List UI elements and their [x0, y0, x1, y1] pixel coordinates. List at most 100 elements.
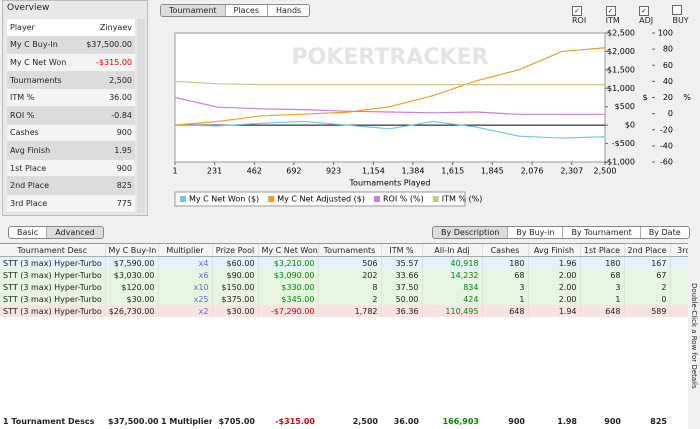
column-header[interactable]: Tournaments — [318, 244, 382, 257]
tab[interactable]: Advanced — [47, 227, 103, 238]
table-row[interactable]: STT (3 max) Hyper-Turbo $7,590.00 x4 $60.00… — [0, 256, 688, 269]
x-tick-label: 231 — [207, 167, 222, 176]
cell — [670, 256, 688, 269]
column-header[interactable]: Cashes — [482, 244, 529, 257]
cell: 110,495 — [422, 305, 483, 317]
y2-tick-label: 20 — [663, 93, 673, 102]
x-tick-label: 2,076 — [521, 167, 544, 176]
footer-cell: 1.98 — [557, 416, 577, 426]
y-tick-label: $1,500 — [607, 65, 635, 74]
column-header[interactable]: Prize Pool — [212, 244, 259, 257]
cell: 180 — [482, 256, 529, 269]
cell: 167 — [624, 256, 671, 269]
check-box[interactable]: ✓ — [572, 6, 582, 16]
check-box[interactable]: ✓ — [639, 6, 650, 16]
cell: 1.96 — [528, 256, 581, 269]
tab[interactable]: Places — [226, 5, 268, 16]
cell — [670, 293, 688, 305]
column-header[interactable]: My C Net Won — [258, 244, 319, 257]
row-value: 775 — [116, 198, 132, 208]
checkbox[interactable]: ✓ROI — [572, 5, 598, 25]
tab[interactable]: Basic — [9, 227, 48, 238]
overview-row: My C Buy-In $37,500.00 — [7, 36, 135, 55]
cell — [670, 305, 688, 317]
plot-area — [174, 32, 606, 163]
column-header[interactable]: Tournament Desc — [0, 244, 106, 257]
column-header[interactable]: 3rd P — [670, 244, 688, 257]
overview-row: Player Zinyaev — [7, 19, 135, 37]
x-tick-label: 1,384 — [402, 167, 425, 176]
overview-row: Tournaments 2,500 — [7, 71, 135, 90]
cell: 589 — [624, 305, 671, 317]
column-header[interactable]: All-In Adj — [422, 244, 483, 257]
checkbox[interactable]: ✓ADJ — [639, 5, 664, 25]
column-header[interactable]: My C Buy-In — [105, 244, 159, 257]
checkbox-label: BUY — [672, 16, 689, 25]
y2-tick-label: 80 — [663, 45, 673, 54]
table-row[interactable]: STT (3 max) Hyper-Turbo $120.00 x10 $150.00… — [0, 281, 688, 293]
cell: 2.00 — [528, 281, 581, 293]
column-header[interactable]: 1st Place — [580, 244, 625, 257]
column-header[interactable]: ITM % — [381, 244, 423, 257]
check-box[interactable] — [672, 5, 683, 15]
row-label: My C Buy-In — [10, 40, 58, 50]
row-label: ITM % — [10, 93, 35, 103]
cell: 50.00 — [381, 293, 423, 305]
cell: STT (3 max) Hyper-Turbo — [0, 256, 106, 269]
y2-tick-label: -40 — [660, 141, 673, 150]
tab[interactable]: By Tournament — [563, 227, 641, 238]
tab[interactable]: By Description — [433, 227, 509, 238]
footer-table: 1 Tournament Descs $37,500.00 1 Multiplier… — [0, 414, 700, 428]
overview-row: ITM % 36.00 — [7, 89, 135, 107]
overview-row: Avg Finish 1.95 — [7, 142, 135, 160]
tab[interactable]: By Buy-in — [508, 227, 564, 238]
cell: 834 — [422, 281, 483, 293]
table-row[interactable]: STT (3 max) Hyper-Turbo $30.00 x25 $375.00 $… — [0, 293, 688, 305]
cell: 68 — [580, 269, 625, 281]
cell: STT (3 max) Hyper-Turbo — [0, 305, 106, 317]
footer-cell: 2,500 — [352, 416, 378, 426]
y-tick-label: $0 — [625, 121, 635, 130]
x-tick-label: 1,615 — [441, 167, 464, 176]
legend-label: ROI % (%) — [383, 195, 424, 204]
cell: x25 — [158, 293, 213, 305]
row-value: -0.84 — [111, 110, 132, 120]
tab[interactable]: Tournament — [161, 5, 226, 16]
tab[interactable]: Hands — [275, 6, 302, 15]
series-line — [174, 120, 606, 139]
side-note: Double-Click a Row for Details — [688, 243, 700, 428]
cell: 37.50 — [381, 281, 423, 293]
table-row[interactable]: STT (3 max) Hyper-Turbo $3,030.00 x6 $90.00… — [0, 269, 688, 281]
column-header[interactable]: Avg Finish — [528, 244, 581, 257]
cell: STT (3 max) Hyper-Turbo — [0, 293, 106, 305]
cell: $330.00 — [258, 281, 319, 293]
scrollbar[interactable] — [137, 19, 145, 213]
column-header[interactable]: Multiplier — [158, 244, 213, 257]
legend-swatch — [268, 196, 275, 202]
cell: 1.94 — [528, 305, 581, 317]
row-label: Avg Finish — [10, 145, 51, 155]
cell: $30.00 — [105, 293, 159, 305]
column-header[interactable]: 2nd Place — [624, 244, 671, 257]
check-box[interactable]: ✓ — [605, 6, 616, 16]
cell: 40,918 — [422, 256, 483, 269]
x-tick-label: 2,500 — [594, 167, 617, 176]
series-line — [174, 47, 606, 126]
results-table: Tournament Desc My C Buy-In Multiplier Priz… — [0, 243, 688, 429]
y-axis-title: $ — [642, 93, 647, 102]
group-tabs: By Description By Buy-in By Tournament By D… — [432, 226, 690, 239]
checkbox[interactable]: ✓ITM — [605, 5, 632, 25]
overview-title: Overview — [7, 3, 50, 13]
table-row[interactable]: STT (3 max) Hyper-Turbo $26,730.00 x2 $30.0… — [0, 305, 688, 317]
table: Tournament Desc My C Buy-In Multiplier Priz… — [0, 244, 688, 317]
cell: 3 — [482, 281, 529, 293]
view-tabs: Basic Advanced — [8, 226, 104, 239]
tab[interactable]: By Date — [648, 228, 681, 237]
row-value: $37,500.00 — [86, 40, 132, 50]
row-label: 1st Place — [10, 163, 47, 173]
cell: $3,090.00 — [258, 269, 319, 281]
cell: x4 — [158, 256, 213, 269]
checkbox[interactable]: BUY — [672, 5, 700, 25]
row-label: Tournaments — [10, 75, 62, 85]
